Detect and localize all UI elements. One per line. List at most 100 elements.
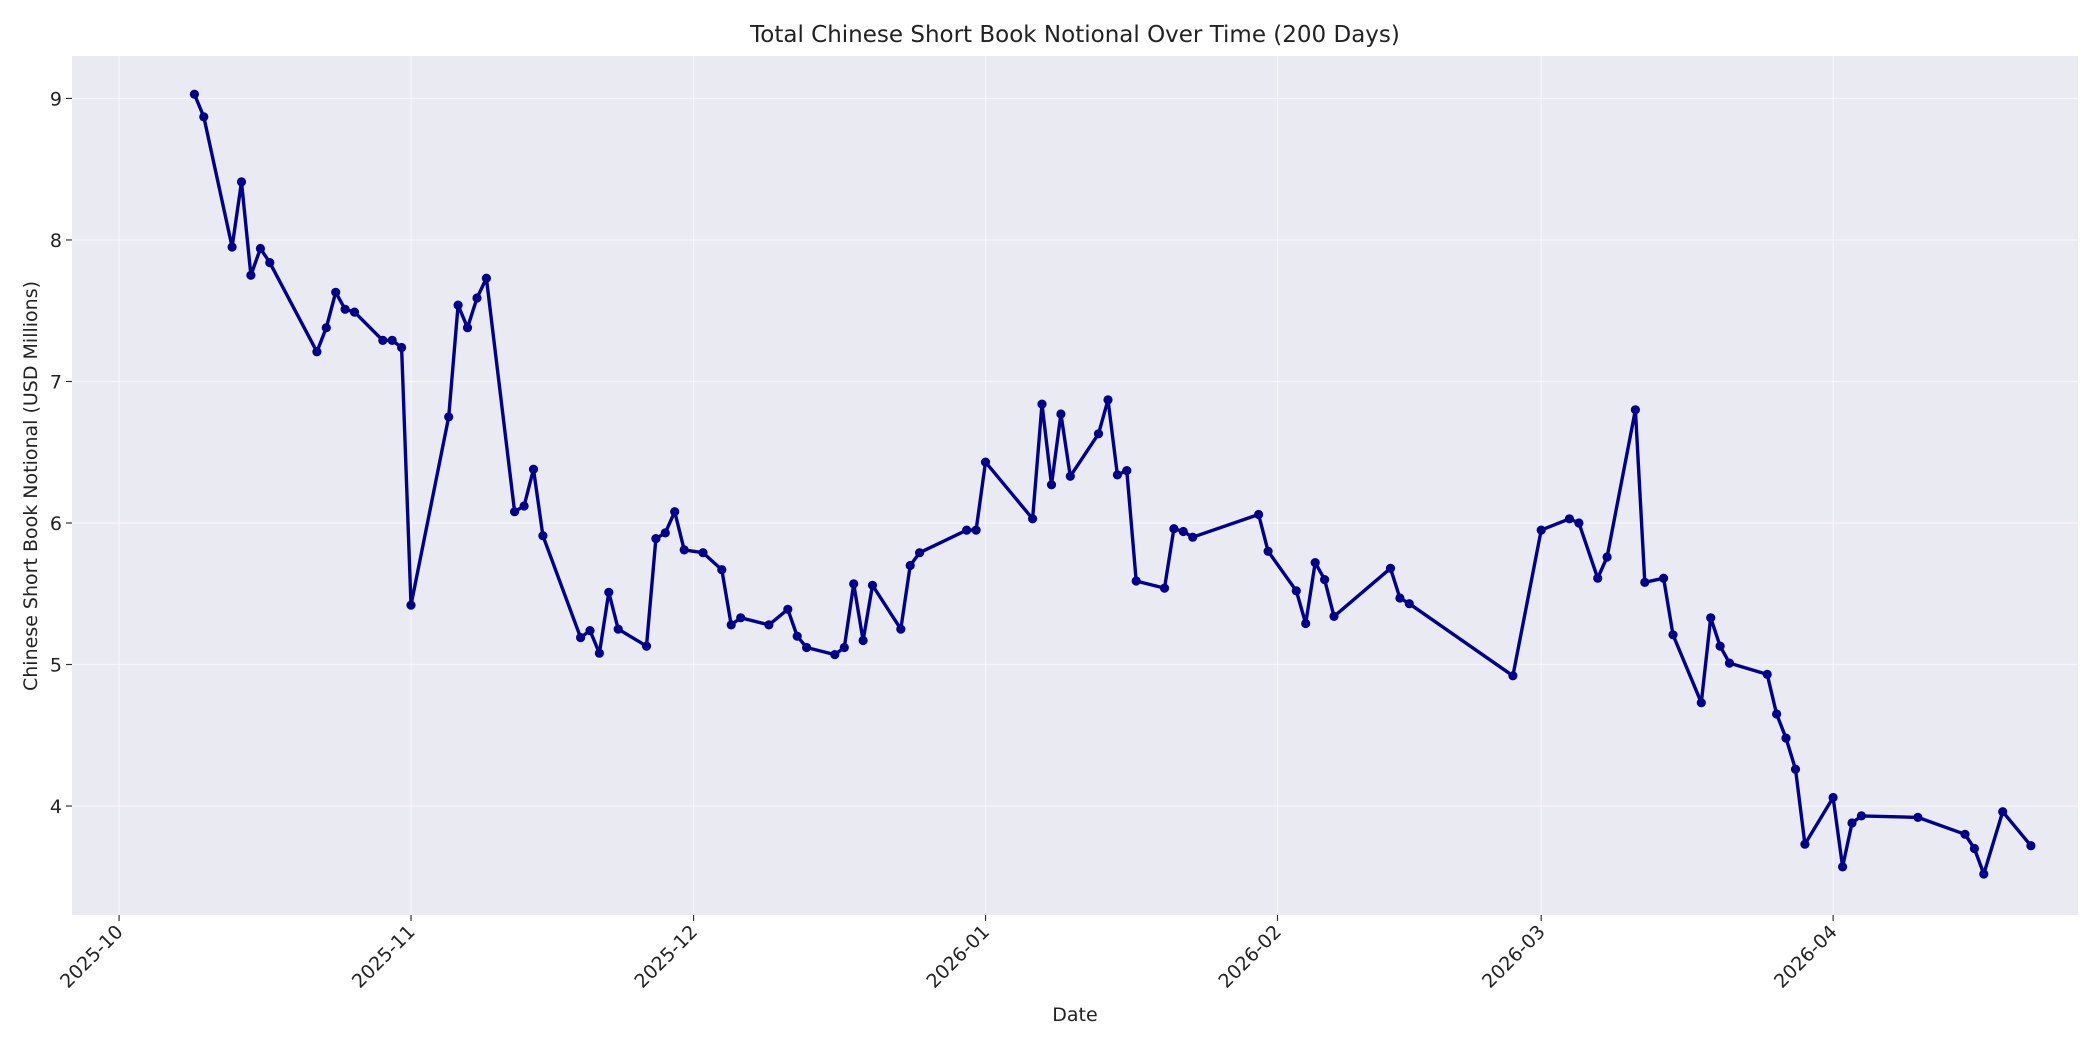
data-point bbox=[1508, 671, 1518, 681]
data-point bbox=[1404, 599, 1414, 609]
data-point bbox=[736, 613, 746, 623]
y-axis-label: Chinese Short Book Notional (USD Million… bbox=[20, 281, 42, 691]
data-point bbox=[519, 501, 529, 511]
data-point bbox=[971, 525, 981, 535]
data-point bbox=[236, 177, 247, 187]
data-point bbox=[1329, 611, 1339, 622]
data-point bbox=[1103, 395, 1113, 405]
data-point bbox=[378, 335, 388, 345]
data-point bbox=[2026, 841, 2036, 851]
data-point bbox=[1159, 583, 1170, 593]
data-point bbox=[1960, 829, 1970, 839]
x-tick-label: 2026-01 bbox=[922, 921, 994, 993]
data-point bbox=[1838, 862, 1848, 872]
data-point bbox=[1593, 573, 1603, 583]
data-point bbox=[481, 273, 491, 283]
data-point bbox=[698, 548, 708, 558]
data-point bbox=[1046, 480, 1057, 490]
data-point bbox=[1169, 524, 1179, 534]
data-point bbox=[1696, 698, 1706, 708]
data-point bbox=[1790, 764, 1801, 774]
data-point bbox=[1188, 532, 1198, 542]
data-point bbox=[764, 620, 774, 630]
x-axis-label: Date bbox=[1052, 1004, 1097, 1026]
data-point bbox=[830, 650, 840, 660]
data-point bbox=[387, 335, 397, 345]
data-point bbox=[538, 531, 548, 541]
data-point bbox=[641, 641, 652, 651]
data-point bbox=[1131, 576, 1141, 586]
data-point bbox=[867, 580, 878, 590]
data-point bbox=[1291, 586, 1301, 596]
data-point bbox=[472, 293, 482, 303]
data-point bbox=[783, 604, 793, 614]
data-point bbox=[1093, 429, 1104, 439]
data-point bbox=[1715, 641, 1725, 651]
data-point bbox=[1659, 573, 1669, 583]
data-point bbox=[858, 635, 868, 646]
data-point bbox=[1564, 514, 1574, 524]
data-point bbox=[509, 507, 520, 517]
data-point bbox=[1037, 399, 1047, 409]
data-point bbox=[312, 347, 322, 357]
data-point bbox=[651, 534, 661, 544]
y-tick-label: 5 bbox=[50, 655, 62, 677]
data-point bbox=[670, 507, 680, 517]
y-tick-label: 6 bbox=[50, 513, 62, 535]
data-point bbox=[839, 642, 849, 653]
data-point bbox=[849, 579, 859, 589]
data-point bbox=[453, 300, 463, 310]
data-point bbox=[1781, 733, 1791, 743]
data-point bbox=[227, 242, 237, 252]
data-point bbox=[397, 342, 407, 353]
data-point bbox=[660, 528, 670, 538]
x-tick-label: 2026-04 bbox=[1770, 921, 1842, 993]
data-point bbox=[321, 323, 331, 333]
data-point bbox=[246, 270, 256, 280]
data-point bbox=[1320, 575, 1330, 585]
data-point bbox=[255, 243, 265, 254]
data-point bbox=[1772, 709, 1782, 719]
data-point bbox=[1724, 658, 1735, 668]
chart-title: Total Chinese Short Book Notional Over T… bbox=[749, 22, 1400, 48]
data-point bbox=[1668, 630, 1678, 640]
data-point bbox=[905, 560, 915, 571]
data-point bbox=[1998, 807, 2008, 817]
data-point bbox=[340, 304, 350, 314]
x-tick-label: 2025-10 bbox=[56, 921, 128, 993]
data-point bbox=[331, 287, 341, 297]
data-point bbox=[1122, 466, 1132, 476]
data-series bbox=[189, 89, 2036, 879]
data-point bbox=[604, 587, 614, 597]
data-point bbox=[1385, 563, 1396, 573]
data-point bbox=[1828, 792, 1838, 803]
x-tick-label: 2025-11 bbox=[348, 921, 420, 993]
data-point bbox=[726, 620, 736, 630]
data-point bbox=[189, 89, 199, 99]
data-point bbox=[1574, 518, 1584, 528]
data-point bbox=[679, 545, 689, 555]
y-tick-label: 9 bbox=[50, 88, 62, 110]
data-point bbox=[896, 624, 906, 634]
data-point bbox=[576, 633, 586, 643]
data-point bbox=[1028, 514, 1038, 524]
data-point bbox=[1263, 546, 1273, 556]
data-point bbox=[613, 624, 623, 634]
data-point bbox=[1602, 552, 1612, 562]
data-point bbox=[792, 631, 802, 641]
data-point bbox=[1395, 593, 1405, 603]
y-tick-label: 7 bbox=[50, 371, 62, 393]
data-point bbox=[1630, 405, 1640, 415]
data-point bbox=[1969, 843, 1979, 854]
x-tick-label: 2025-12 bbox=[630, 921, 702, 993]
data-point bbox=[717, 565, 727, 575]
data-point bbox=[1536, 525, 1546, 535]
data-point bbox=[962, 525, 972, 535]
data-point bbox=[980, 457, 991, 467]
plot-area bbox=[72, 56, 2078, 915]
data-point bbox=[1856, 811, 1866, 821]
data-point bbox=[1254, 509, 1264, 520]
data-point bbox=[1056, 409, 1066, 419]
